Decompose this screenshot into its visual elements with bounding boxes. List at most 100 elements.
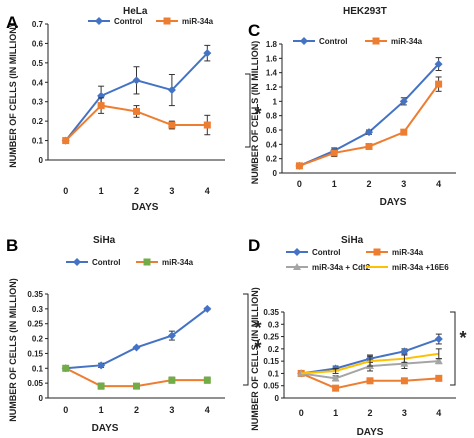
data-point [168, 121, 176, 129]
significance-bracket [245, 73, 251, 148]
y-tick-label: 0.25 [27, 320, 43, 329]
legend-marker [293, 263, 301, 270]
x-tick-label: 3 [169, 186, 174, 196]
data-point [133, 382, 140, 390]
data-point [400, 128, 408, 136]
x-tick-label: 1 [99, 405, 104, 415]
x-tick-label: 1 [99, 186, 104, 196]
legend-marker [95, 17, 103, 25]
significance-bracket [243, 293, 249, 386]
legend-entry: miR-34a [136, 258, 194, 267]
x-tick-label: 2 [134, 186, 139, 196]
y-tick-label: 0.6 [32, 39, 44, 48]
y-axis-label: NUMBER OF CELLS (IN MILLION) [250, 287, 260, 431]
legend-label: miR-34a + Cdt2 [312, 263, 371, 272]
series-line [299, 63, 440, 167]
data-point [97, 102, 105, 110]
y-tick-label: 0.3 [32, 305, 44, 314]
series-mir-34a-16e6 [301, 348, 442, 375]
y-tick-label: 0.2 [268, 345, 280, 354]
series-mir-34a [297, 369, 443, 392]
data-point [203, 121, 211, 129]
y-tick-label: 0.05 [263, 382, 279, 391]
legend-label: miR-34a +16E6 [392, 263, 449, 272]
x-tick-label: 0 [297, 179, 302, 189]
legend-label: Control [114, 17, 142, 26]
y-tick-label: 0.35 [27, 290, 43, 299]
data-point [434, 60, 443, 69]
x-tick-label: 2 [367, 408, 372, 418]
series-control [295, 57, 443, 170]
legend-label: miR-34a [391, 37, 423, 46]
data-point [203, 376, 211, 384]
x-tick-label: 3 [169, 405, 174, 415]
x-tick-label: 0 [63, 405, 68, 415]
legend-entry: Control [293, 37, 347, 46]
y-axis-label: NUMBER OF CELLS (IN MILLION) [250, 41, 260, 185]
series-mir-34a [62, 364, 211, 390]
chart-panel-a: A HeLa 0 0.1 0.2 0.3 0.4 0.5 0.6 0.7 0 1 2 3 4 DAYS NUMB… [6, 6, 262, 213]
legend-entry: Control [88, 17, 142, 26]
x-tick-label: 4 [205, 405, 210, 415]
chart-title: HeLa [123, 6, 148, 17]
legend-label: Control [312, 248, 340, 257]
data-point [400, 347, 409, 356]
data-point [97, 361, 106, 370]
data-point [167, 86, 176, 95]
y-tick-label: 1 [273, 97, 278, 106]
data-point [132, 76, 141, 85]
legend-marker [293, 248, 301, 256]
chart-panel-b: B SiHa 0 0.05 0.1 0.15 0.2 0.25 0.3 0.35 0 1 2 3 4 DAYS… [6, 235, 262, 434]
data-point [203, 49, 212, 58]
y-tick-label: 0.35 [263, 308, 279, 317]
y-tick-label: 0.2 [32, 335, 44, 344]
panel-label: A [6, 13, 18, 32]
data-point [435, 80, 443, 88]
significance-bracket [450, 311, 456, 386]
x-tick-label: 4 [436, 179, 441, 189]
y-axis-label: NUMBER OF CELLS (IN MILLION) [8, 278, 18, 422]
data-point [295, 162, 303, 170]
data-point [97, 382, 105, 390]
significance-mark: * [254, 104, 261, 124]
y-tick-label: 0.1 [32, 364, 44, 373]
x-tick-label: 2 [366, 179, 371, 189]
y-tick-label: 0.4 [32, 78, 44, 87]
y-tick-label: 0.1 [32, 137, 44, 146]
y-tick-label: 0 [39, 156, 44, 165]
significance-mark: * [459, 328, 466, 348]
data-point [366, 377, 374, 385]
y-tick-label: 1.2 [266, 83, 278, 92]
y-tick-label: 0.1 [268, 369, 280, 378]
data-point [399, 97, 408, 106]
chart-title: HEK293T [343, 6, 387, 17]
panel-label: C [248, 21, 260, 40]
data-point [400, 359, 409, 367]
y-tick-label: 0.4 [266, 140, 278, 149]
series-mir-34a [295, 76, 443, 170]
legend-entry: Control [66, 258, 120, 267]
x-tick-label: 3 [401, 179, 406, 189]
y-tick-label: 0.7 [32, 20, 44, 29]
y-tick-label: 0.15 [263, 357, 279, 366]
chart-title: SiHa [93, 235, 116, 246]
legend-entry: Control [286, 248, 340, 257]
x-axis-label: DAYS [132, 202, 159, 213]
legend-marker [372, 37, 380, 45]
legend-marker [163, 17, 171, 25]
series-line [299, 83, 440, 167]
y-tick-label: 0 [39, 394, 44, 403]
chart-panel-c: C HEK293T 0 0.2 0.4 0.6 0.8 1 1.2 1.4 1.6 1.8 0 1 2 3 4 D… [248, 6, 456, 208]
legend-marker [143, 258, 151, 266]
legend-label: miR-34a [162, 258, 194, 267]
series-control [61, 44, 212, 145]
y-tick-label: 0.2 [266, 155, 278, 164]
y-tick-label: 0.3 [32, 98, 44, 107]
x-tick-label: 4 [436, 408, 441, 418]
panel-label: B [6, 236, 18, 255]
data-point [62, 364, 70, 372]
x-tick-label: 3 [402, 408, 407, 418]
data-point [434, 335, 443, 344]
data-point [168, 376, 176, 384]
